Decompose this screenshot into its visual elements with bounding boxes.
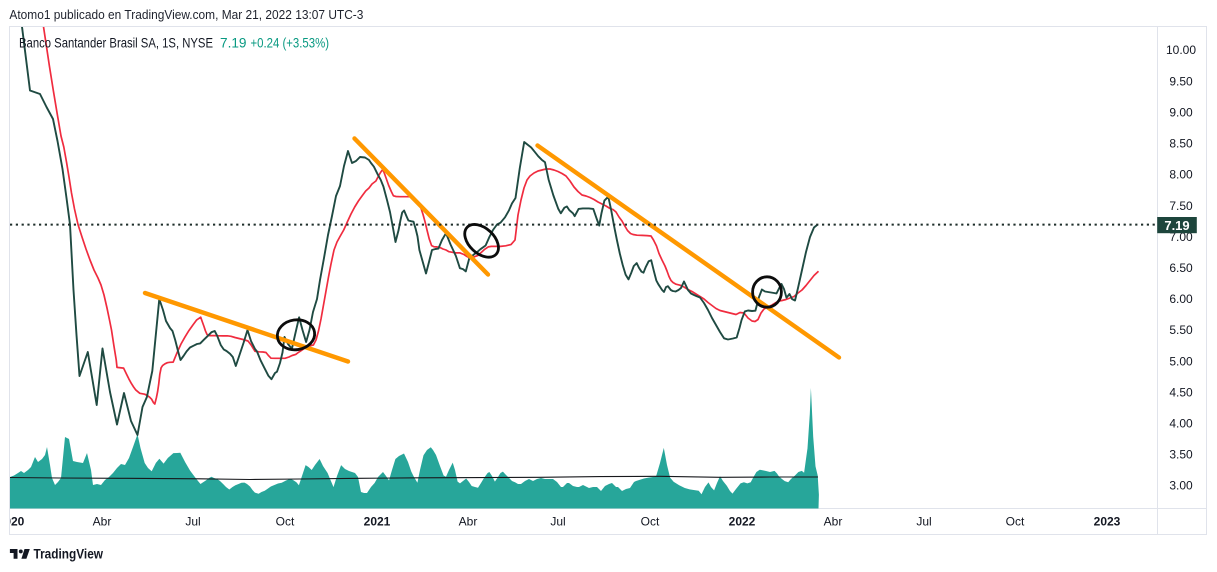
svg-text:Oct: Oct [276, 515, 295, 529]
svg-text:Oct: Oct [1006, 515, 1025, 529]
svg-text:8.00: 8.00 [1169, 168, 1193, 182]
svg-text:7.00: 7.00 [1169, 230, 1193, 244]
svg-text:Jul: Jul [916, 515, 931, 529]
svg-text:9.00: 9.00 [1169, 105, 1193, 119]
svg-text:10.00: 10.00 [1166, 43, 1196, 57]
svg-text:7.50: 7.50 [1169, 199, 1193, 213]
svg-text:Banco Santander Brasil SA, 1S,: Banco Santander Brasil SA, 1S, NYSE [19, 35, 213, 51]
svg-text:5.00: 5.00 [1169, 354, 1193, 368]
svg-text:7.19: 7.19 [220, 35, 247, 51]
svg-text:3.00: 3.00 [1169, 479, 1193, 493]
svg-text:6.50: 6.50 [1169, 261, 1193, 275]
svg-text:Jul: Jul [185, 515, 200, 529]
svg-text:2023: 2023 [1094, 515, 1121, 529]
svg-text:5.50: 5.50 [1169, 323, 1193, 337]
svg-text:Abr: Abr [824, 515, 843, 529]
svg-text:2020: 2020 [0, 515, 25, 529]
svg-text:Jul: Jul [550, 515, 565, 529]
svg-text:6.00: 6.00 [1169, 292, 1193, 306]
svg-text:Abr: Abr [459, 515, 478, 529]
svg-text:4.50: 4.50 [1169, 385, 1193, 399]
svg-text:3.50: 3.50 [1169, 448, 1193, 462]
svg-text:2022: 2022 [729, 515, 756, 529]
svg-text:Oct: Oct [641, 515, 660, 529]
svg-text:2021: 2021 [364, 515, 391, 529]
svg-text:7.19: 7.19 [1164, 218, 1189, 233]
svg-text:4.00: 4.00 [1169, 417, 1193, 431]
svg-text:Atomo1 publicado en TradingVie: Atomo1 publicado en TradingView.com, Mar… [9, 7, 363, 22]
svg-text:8.50: 8.50 [1169, 137, 1193, 151]
svg-text:+0.24 (+3.53%): +0.24 (+3.53%) [251, 35, 330, 51]
svg-text:TradingView: TradingView [34, 546, 104, 561]
svg-text:Abr: Abr [93, 515, 112, 529]
svg-text:9.50: 9.50 [1169, 74, 1193, 88]
